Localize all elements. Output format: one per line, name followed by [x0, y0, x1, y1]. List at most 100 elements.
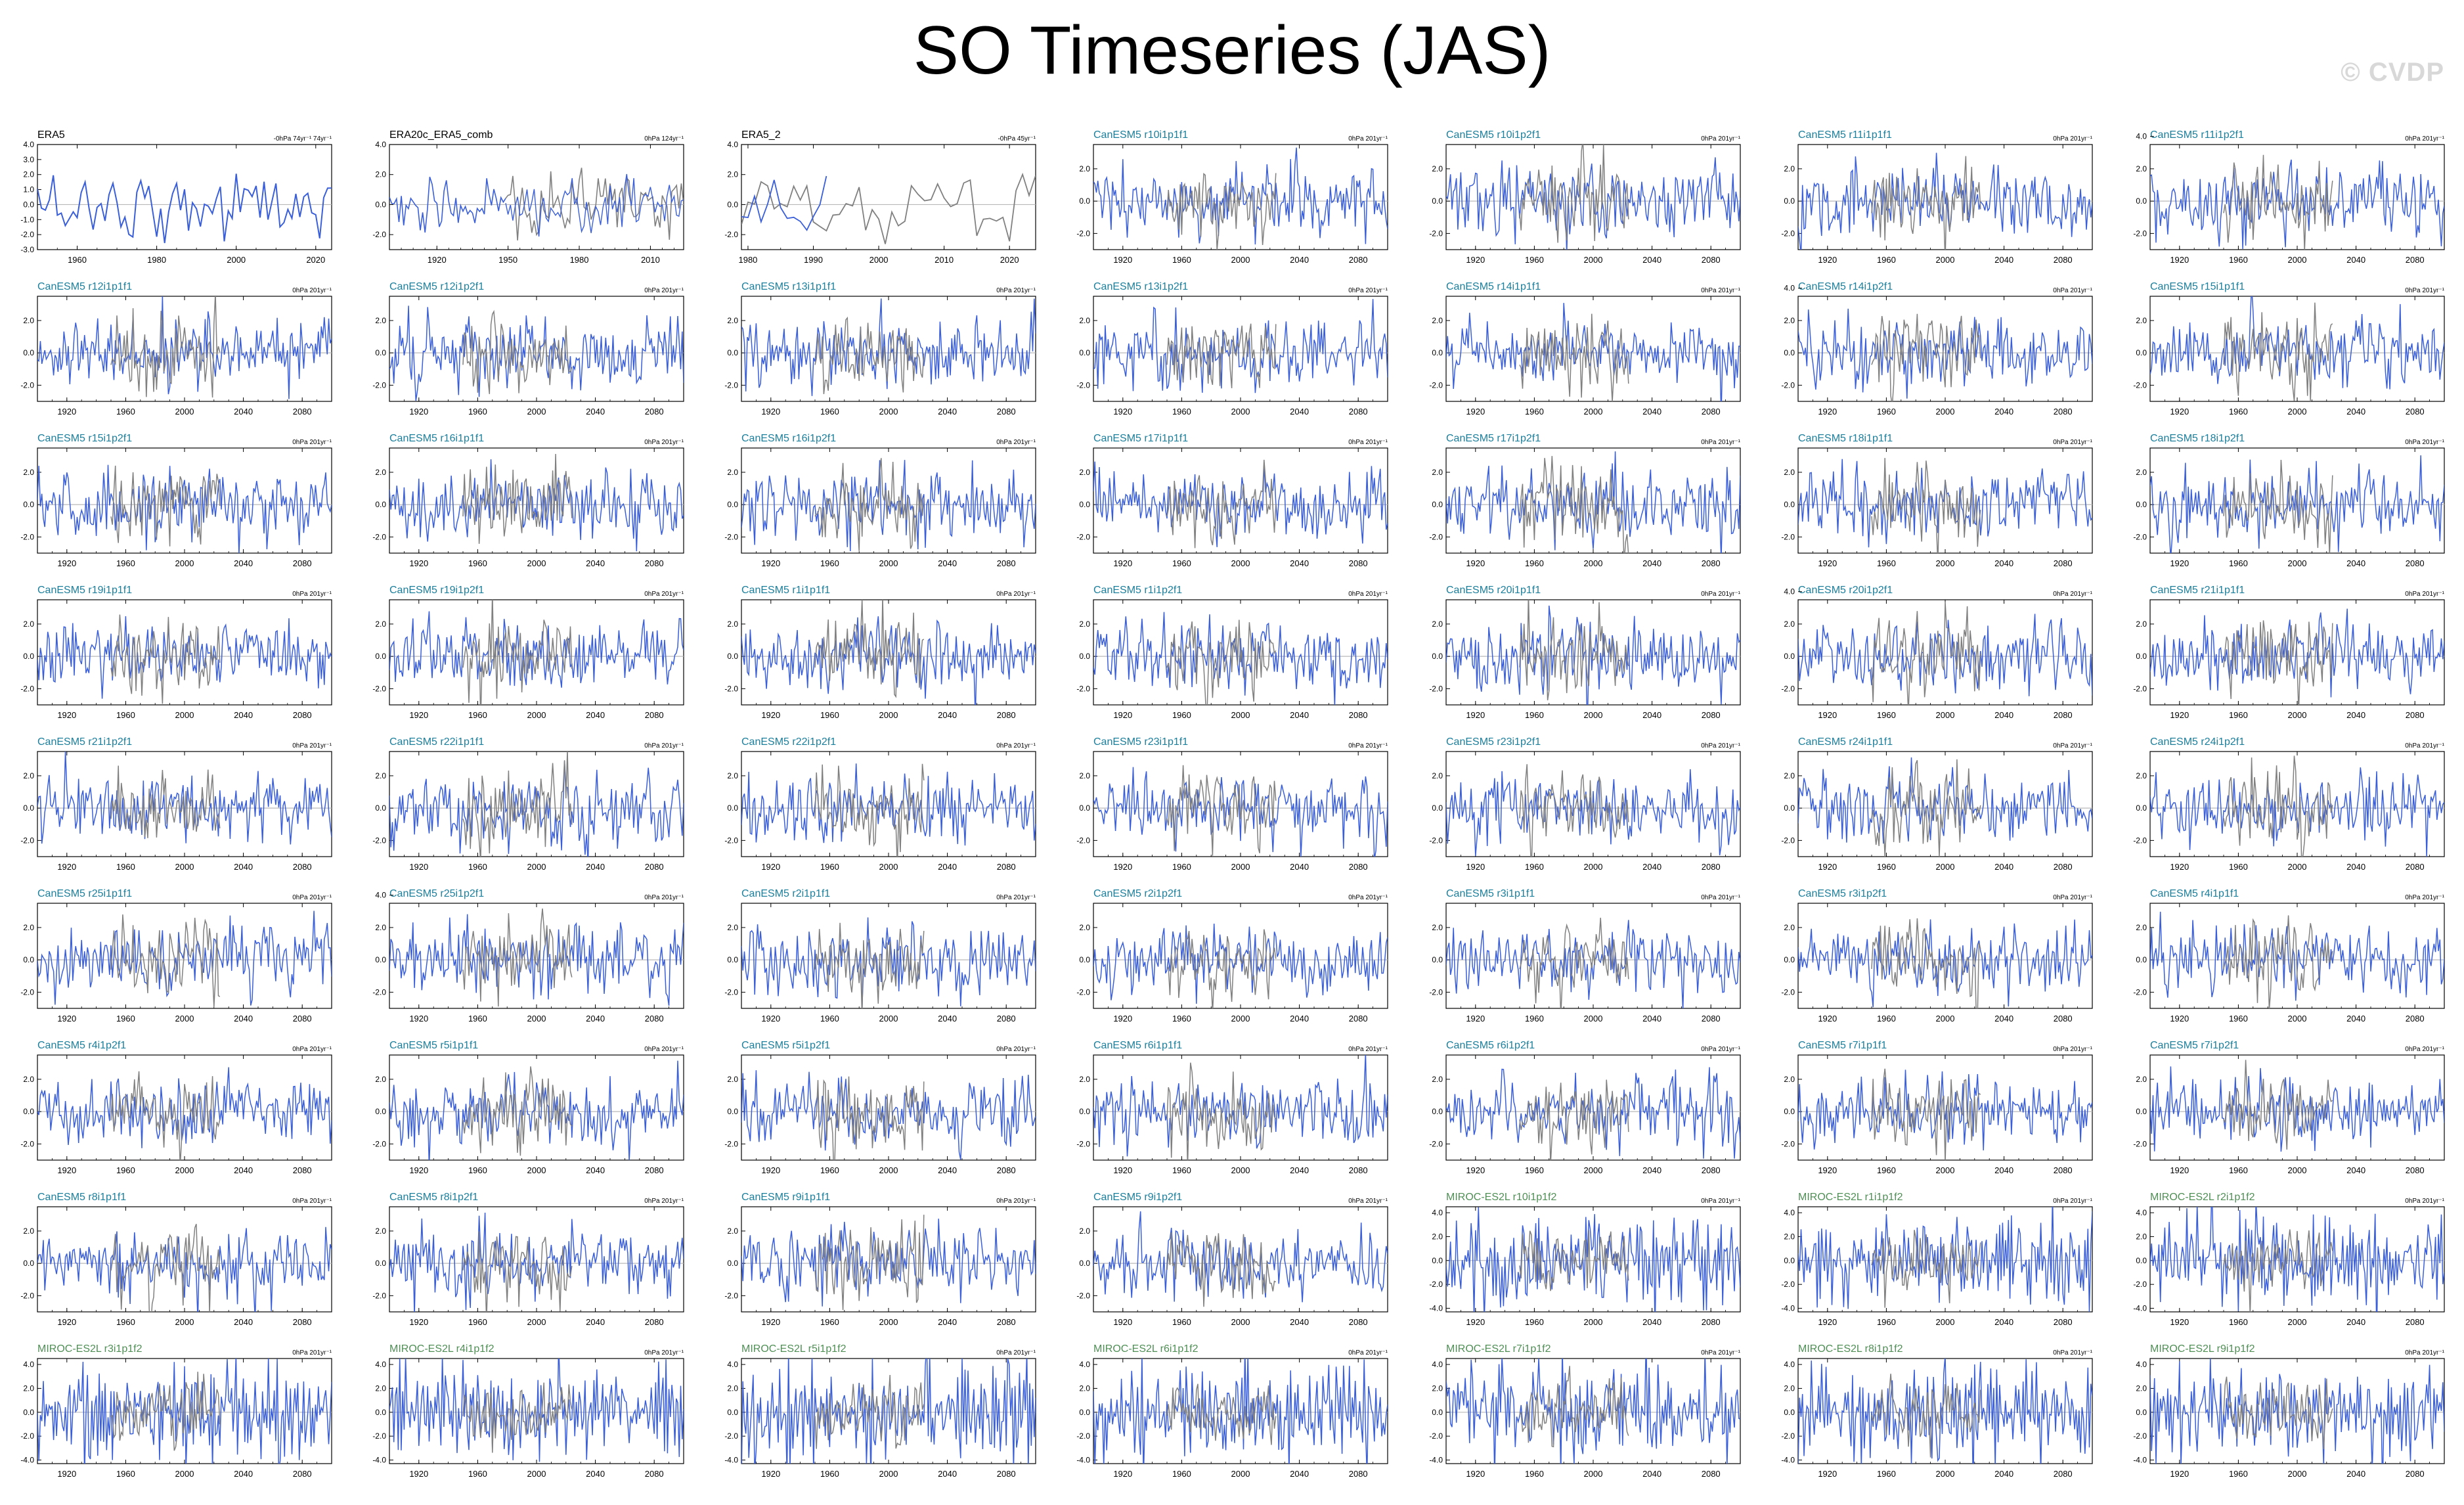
y-tick-label: -4.0	[1076, 1456, 1090, 1465]
x-tick-label: 1960	[1877, 1317, 1896, 1327]
panel-stat-label: 0hPa 201yr⁻¹	[644, 591, 684, 598]
x-tick-label: 1920	[1818, 1317, 1837, 1327]
y-tick-label: 0.0	[1079, 348, 1090, 357]
x-tick-label: 2000	[175, 710, 194, 720]
model-series-line	[1093, 923, 1388, 1004]
panel: CanESM5 r7i1p1f1 0hPa 201yr⁻¹ 2.0 0.0 -2.0 19…	[1781, 1040, 2092, 1175]
x-tick-label: 1920	[1113, 1469, 1132, 1479]
x-tick-label: 2040	[1290, 1469, 1309, 1479]
obs-overlay-line	[2223, 620, 2333, 705]
cvdp-watermark: © CVDP	[2341, 58, 2444, 87]
x-tick-label: 1920	[1818, 1014, 1837, 1023]
x-tick-label: 2080	[1702, 407, 1721, 416]
panel-stat-label: 0hPa 201yr⁻¹	[644, 742, 684, 750]
y-tick-label: 0.0	[1784, 1107, 1795, 1116]
x-tick-label: 2080	[2054, 1469, 2073, 1479]
y-tick-label: 4.0	[23, 140, 34, 149]
y-tick-label: 0.0	[727, 652, 738, 661]
model-series-line	[1093, 767, 1388, 857]
panel-stat-label: 0hPa 201yr⁻¹	[1701, 894, 1740, 901]
panel-stat-label: 0hPa 201yr⁻¹	[292, 742, 332, 750]
x-tick-label: 2000	[527, 862, 546, 872]
panel-stat-label: 0hPa 201yr⁻¹	[1701, 439, 1740, 446]
x-tick-label: 2080	[1349, 862, 1368, 872]
panel: CanESM5 r21i1p2f1 0hPa 201yr⁻¹ 2.0 0.0 -2.0 1…	[20, 736, 332, 872]
panel: CanESM5 r3i1p1f1 0hPa 201yr⁻¹ 2.0 0.0 -2.0 19…	[1429, 888, 1740, 1023]
x-tick-label: 1960	[2229, 710, 2248, 720]
panel-stat-label: 0hPa 201yr⁻¹	[292, 287, 332, 294]
x-tick-label: 2040	[1290, 1165, 1309, 1175]
model-series-line	[1446, 920, 1740, 1008]
panel: CanESM5 r17i1p1f1 0hPa 201yr⁻¹ 2.0 0.0 -2.0 1…	[1076, 433, 1388, 568]
x-tick-label: 2000	[1936, 1165, 1955, 1175]
x-tick-label: 1920	[57, 407, 76, 416]
y-tick-label: 0.0	[375, 200, 386, 209]
y-tick-label: 2.0	[375, 170, 386, 179]
panel-frame	[1445, 1358, 1741, 1464]
x-tick-label: 1920	[1466, 1014, 1485, 1023]
y-tick-label: 4.0	[1784, 1360, 1795, 1369]
y-tick-label: -2.0	[1429, 836, 1443, 845]
panel-label: MIROC-ES2L r4i1p1f2	[389, 1343, 495, 1355]
x-tick-label: 1960	[1525, 558, 1544, 568]
x-tick-label: 2080	[2054, 1317, 2073, 1327]
y-tick-label: -2.0	[2133, 1431, 2147, 1441]
y-tick-label: 0.0	[375, 500, 386, 509]
x-tick-label: 2080	[997, 558, 1016, 568]
x-tick-label: 1980	[738, 255, 757, 265]
y-tick-label: -2.0	[372, 532, 386, 541]
panel-stat-label: 0hPa 201yr⁻¹	[1348, 1349, 1388, 1357]
x-tick-label: 1920	[428, 255, 447, 265]
y-tick-label: 2.0	[727, 1226, 738, 1236]
x-tick-label: 1960	[1877, 1165, 1896, 1175]
x-tick-label: 2040	[938, 407, 957, 416]
x-tick-label: 1960	[2229, 862, 2248, 872]
x-tick-label: 2080	[645, 558, 664, 568]
obs-overlay-line	[814, 600, 925, 698]
y-tick-label: -2.0	[724, 230, 738, 239]
panel: CanESM5 r17i1p2f1 0hPa 201yr⁻¹ 2.0 0.0 -2.0 1…	[1429, 433, 1740, 568]
x-tick-label: 2040	[1290, 1014, 1309, 1023]
panel-label: CanESM5 r4i1p1f1	[2150, 888, 2239, 899]
y-tick-label: 2.0	[375, 1075, 386, 1084]
x-tick-label: 2080	[1702, 1469, 1721, 1479]
x-tick-label: 2040	[234, 1317, 253, 1327]
y-tick-label: 2.0	[23, 923, 34, 932]
y-tick-label: -2.0	[20, 1431, 34, 1441]
x-tick-label: 1920	[409, 1165, 428, 1175]
panel: MIROC-ES2L r7i1p1f2 0hPa 201yr⁻¹ 4.0 2.0 0.0…	[1429, 1343, 1741, 1479]
y-tick-label: 0.0	[2136, 652, 2147, 661]
panel-label: ERA5	[37, 129, 65, 141]
x-tick-label: 1960	[1525, 710, 1544, 720]
panel-frame	[1797, 751, 2093, 857]
y-tick-label: 2.0	[23, 619, 34, 629]
panel: CanESM5 r7i1p2f1 0hPa 201yr⁻¹ 2.0 0.0 -2.0 19…	[2133, 1040, 2444, 1175]
x-tick-label: 1920	[1818, 558, 1837, 568]
y-tick-label: 2.0	[1784, 1075, 1795, 1084]
panel: MIROC-ES2L r10i1p1f2 0hPa 201yr⁻¹ 4.0 2.0 0.…	[1429, 1192, 1740, 1327]
panel-frame	[389, 1358, 684, 1464]
x-tick-label: 1960	[2229, 407, 2248, 416]
x-tick-label: 1960	[116, 710, 135, 720]
x-tick-label: 2000	[2288, 558, 2307, 568]
y-tick-label: 0.0	[1784, 1256, 1795, 1265]
x-tick-label: 1920	[409, 862, 428, 872]
model-series-line	[1446, 1207, 1740, 1312]
y-tick-label: -2.0	[1076, 532, 1090, 541]
panel-stat-label: 0hPa 201yr⁻¹	[1701, 287, 1740, 294]
x-tick-label: 2080	[2406, 1469, 2425, 1479]
y-tick-label: -2.0	[1076, 1431, 1090, 1441]
panel: CanESM5 r5i1p2f1 0hPa 201yr⁻¹ 2.0 0.0 -2.0 19…	[724, 1040, 1036, 1175]
y-tick-label: 2.0	[1079, 923, 1090, 932]
panel: CanESM5 r22i1p2f1 0hPa 201yr⁻¹ 2.0 0.0 -2.0 1…	[724, 736, 1036, 872]
panel-label: CanESM5 r23i1p1f1	[1093, 736, 1188, 748]
y-tick-label: -2.0	[1781, 1280, 1795, 1289]
x-tick-label: 2040	[234, 407, 253, 416]
x-tick-label: 2080	[997, 407, 1016, 416]
panel-label: CanESM5 r5i1p2f1	[741, 1040, 830, 1051]
x-tick-label: 2000	[2288, 1317, 2307, 1327]
x-tick-label: 2080	[1702, 558, 1721, 568]
y-tick-label: 0.0	[1784, 1408, 1795, 1417]
x-tick-label: 1960	[468, 710, 487, 720]
x-tick-label: 1960	[820, 710, 839, 720]
